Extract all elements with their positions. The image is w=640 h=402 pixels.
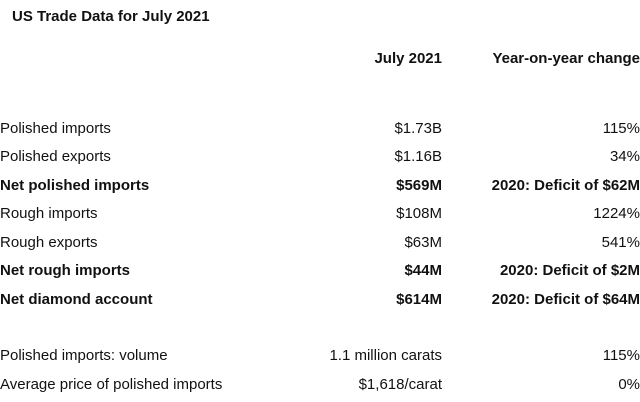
row-value: $1.16B <box>394 148 442 166</box>
row-change: 0% <box>618 375 640 393</box>
table-row: Rough exports $63M 541% <box>0 228 640 257</box>
page-title: US Trade Data for July 2021 <box>12 8 210 25</box>
table-row: Net polished imports $569M 2020: Deficit… <box>0 171 640 200</box>
row-value: $63M <box>404 233 442 251</box>
trade-data-table: July 2021 Year-on-year change Polished i… <box>0 50 640 399</box>
row-label: Net rough imports <box>0 262 130 280</box>
row-label: Net polished imports <box>0 176 150 194</box>
table-row: Net diamond account $614M 2020: Deficit … <box>0 285 640 314</box>
table-row: Polished exports $1.16B 34% <box>0 143 640 172</box>
spacer-row <box>0 86 640 114</box>
row-value: $569M <box>396 176 442 194</box>
spacer-row <box>0 314 640 342</box>
row-value: $1.73B <box>394 119 442 137</box>
row-value: $44M <box>404 262 442 280</box>
row-label: Rough imports <box>0 205 98 223</box>
row-label: Polished exports <box>0 148 111 166</box>
row-label: Polished imports <box>0 119 111 137</box>
row-change: 115% <box>602 347 640 365</box>
row-value: 1.1 million carats <box>329 347 442 365</box>
row-label: Polished imports: volume <box>0 347 168 365</box>
row-change: 34% <box>609 148 640 166</box>
period-column-header: July 2021 <box>374 50 442 67</box>
row-label: Average price of polished imports <box>0 375 223 393</box>
label-column-header <box>0 50 255 86</box>
row-change: 2020: Deficit of $64M <box>491 290 640 308</box>
table-row: Polished imports $1.73B 115% <box>0 114 640 143</box>
row-value: $108M <box>396 205 442 223</box>
row-change: 2020: Deficit of $2M <box>499 262 640 280</box>
table-row: Polished imports: volume 1.1 million car… <box>0 342 640 371</box>
row-value: $614M <box>396 290 442 308</box>
table-row: Rough imports $108M 1224% <box>0 200 640 229</box>
row-change: 541% <box>601 233 640 251</box>
row-change: 2020: Deficit of $62M <box>491 176 640 194</box>
row-label: Rough exports <box>0 233 98 251</box>
row-change: 115% <box>602 119 640 137</box>
row-label: Net diamond account <box>0 290 153 308</box>
change-column-header: Year-on-year change <box>492 50 640 67</box>
row-change: 1224% <box>593 205 640 223</box>
table-row: Net rough imports $44M 2020: Deficit of … <box>0 257 640 286</box>
table-header-row: July 2021 Year-on-year change <box>0 50 640 86</box>
table-row: Average price of polished imports $1,618… <box>0 370 640 399</box>
row-value: $1,618/carat <box>358 375 442 393</box>
